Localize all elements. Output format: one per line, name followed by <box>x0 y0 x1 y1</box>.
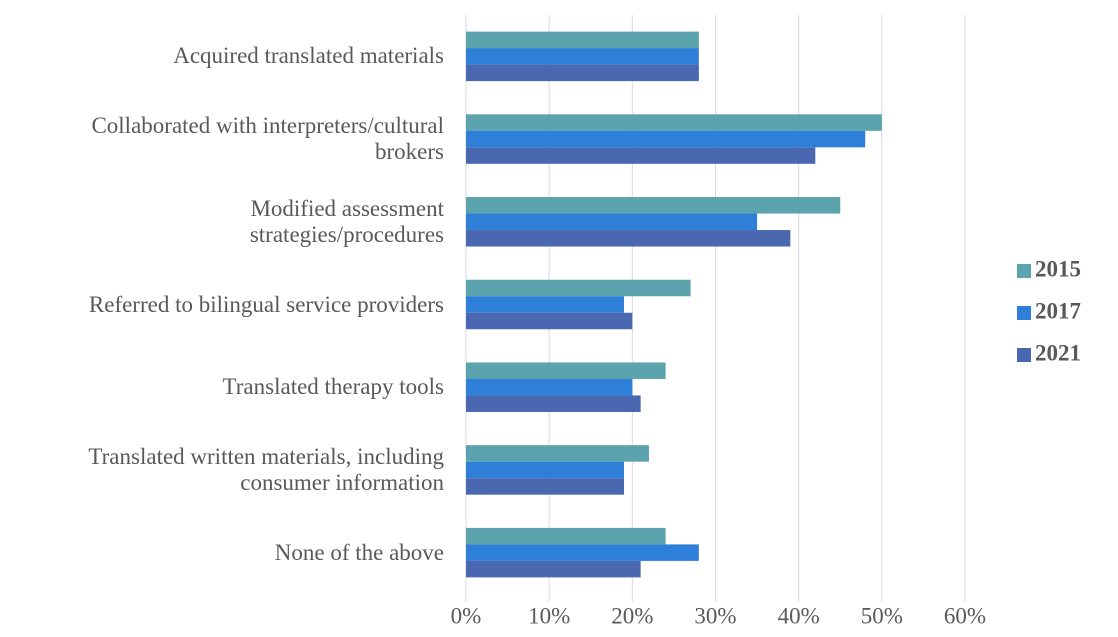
y-tick-label: Acquired translated materials <box>173 43 444 69</box>
legend-label: 2015 <box>1035 256 1081 281</box>
bar <box>466 560 641 578</box>
bar <box>466 445 649 462</box>
x-tick-label: 40% <box>778 603 820 628</box>
x-tick-label: 0% <box>451 603 482 628</box>
bar <box>466 527 666 545</box>
bar <box>466 213 758 231</box>
bar <box>466 147 816 164</box>
bar <box>466 64 699 82</box>
legend-swatch <box>1017 264 1031 278</box>
bar <box>466 461 625 479</box>
legend-swatch <box>1017 306 1031 320</box>
bar <box>466 230 791 247</box>
y-tick-label: Referred to bilingual service providers <box>88 291 444 317</box>
bar <box>466 478 625 495</box>
legend-label: 2017 <box>1035 298 1081 323</box>
x-tick-label: 20% <box>611 603 653 628</box>
bar <box>466 296 625 313</box>
x-tick-label: 50% <box>861 603 903 628</box>
legend-label: 2021 <box>1035 340 1081 365</box>
bar <box>466 130 866 148</box>
y-tick-label: Translated therapy tools <box>222 374 444 400</box>
bar <box>466 362 666 379</box>
bar <box>466 197 841 214</box>
y-tick-label: Collaborated with interpreters/cultural … <box>91 113 444 165</box>
bar <box>466 279 691 297</box>
y-tick-label: Modified assessment strategies/procedure… <box>249 195 444 247</box>
bar <box>466 48 699 65</box>
bar <box>466 114 882 131</box>
bar <box>466 395 641 412</box>
x-tick-label: 10% <box>528 603 570 628</box>
y-tick-label: Translated written materials, including … <box>88 443 444 495</box>
x-tick-label: 30% <box>694 603 736 628</box>
y-tick-label: None of the above <box>274 539 444 565</box>
bar <box>466 544 699 561</box>
bar <box>466 378 633 396</box>
bar <box>466 31 699 49</box>
x-tick-label: 60% <box>944 603 986 628</box>
legend-swatch <box>1017 348 1031 362</box>
bar <box>466 312 633 330</box>
